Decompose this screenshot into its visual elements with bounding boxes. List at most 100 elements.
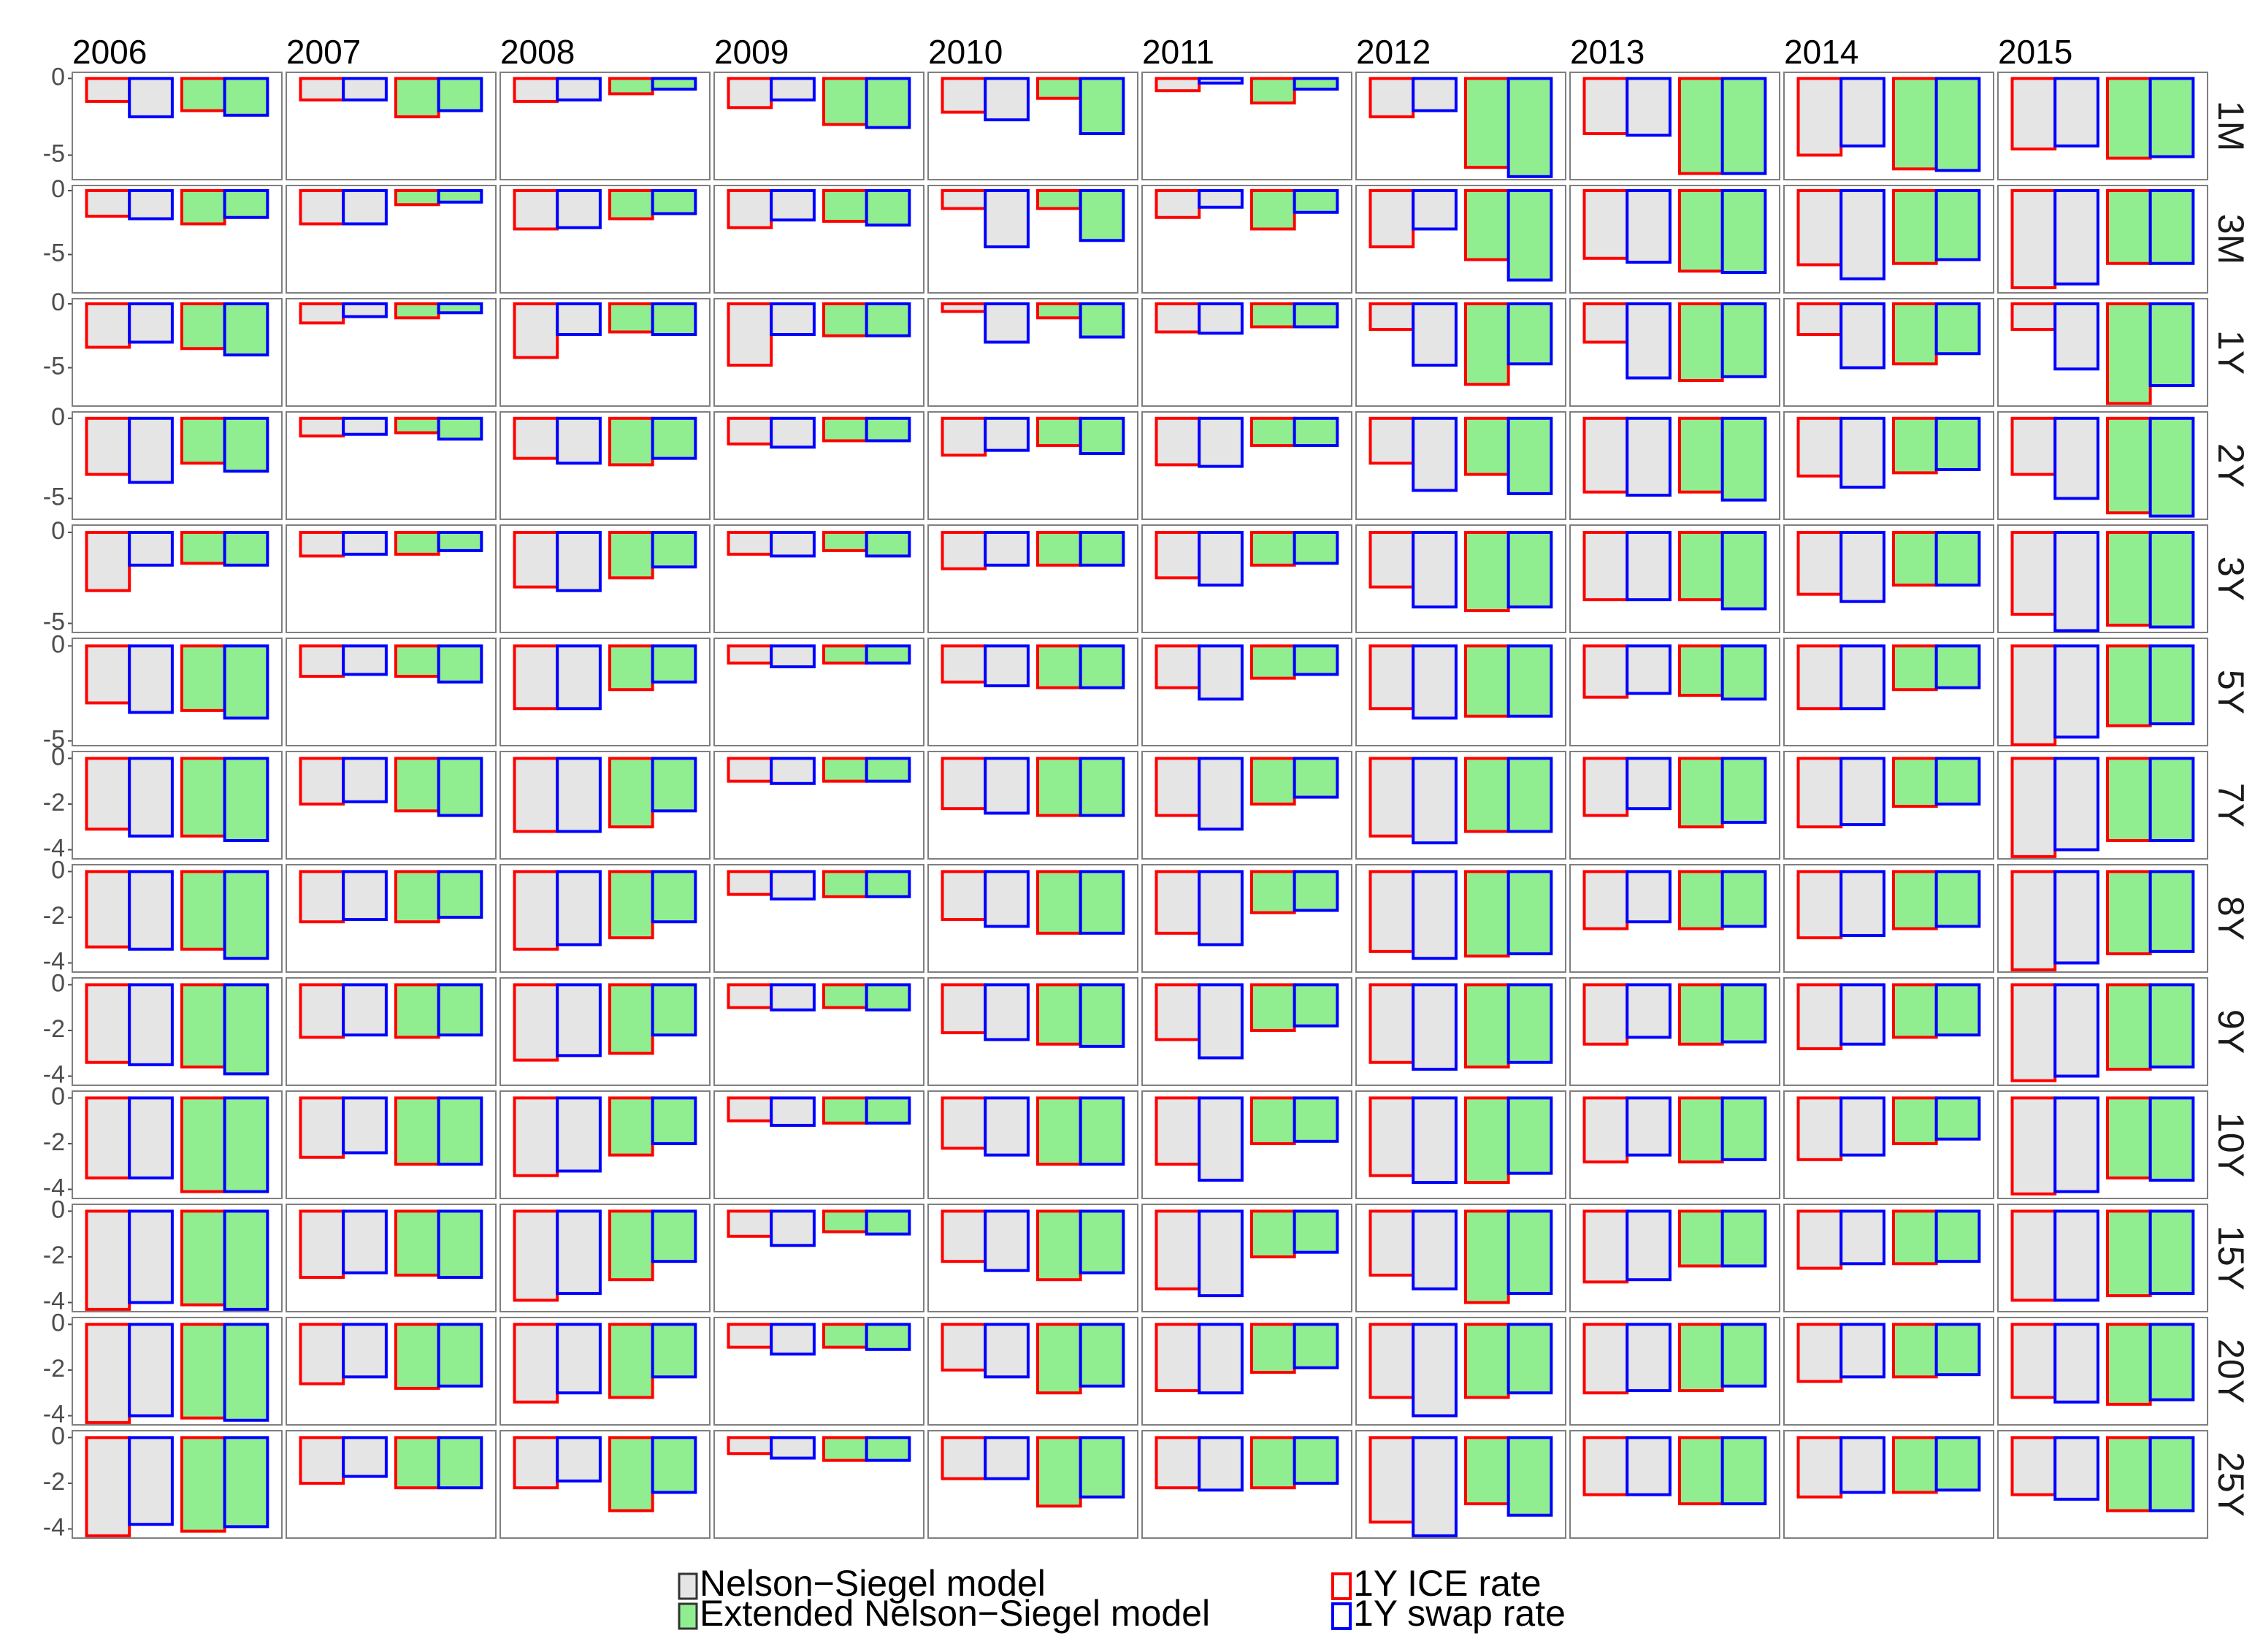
bar <box>941 1323 987 1372</box>
bar <box>1796 870 1843 940</box>
bar <box>727 77 773 110</box>
bar <box>1839 870 1885 937</box>
bar <box>2053 1436 2099 1501</box>
bar <box>85 870 131 949</box>
bar <box>1412 1096 1458 1185</box>
bar <box>1796 1096 1843 1161</box>
bar <box>1934 757 1981 806</box>
bar <box>1155 1436 1201 1490</box>
bar <box>342 644 388 676</box>
bar <box>1198 302 1244 335</box>
bar <box>1155 1096 1201 1166</box>
bar <box>941 416 987 457</box>
bar <box>2053 189 2099 286</box>
y-tick-label: 0 <box>51 1309 65 1336</box>
bar <box>984 1436 1030 1480</box>
bar <box>1198 1323 1244 1395</box>
bar <box>1249 644 1296 680</box>
bar <box>299 1209 345 1280</box>
bar <box>1293 1436 1339 1485</box>
bar <box>1839 530 1885 603</box>
bar <box>1198 1209 1244 1298</box>
bar <box>513 189 559 231</box>
bar <box>1582 302 1629 344</box>
bar <box>1035 77 1082 100</box>
bar <box>1463 302 1510 386</box>
bar <box>85 1096 131 1179</box>
bar <box>223 1323 269 1422</box>
y-tick-label: -5 <box>43 352 65 380</box>
bar <box>608 1209 654 1282</box>
bar <box>1368 189 1415 248</box>
bar <box>1626 1096 1672 1157</box>
bar <box>608 1096 654 1157</box>
bar <box>1677 416 1724 494</box>
bar <box>984 1096 1030 1157</box>
legend-key <box>678 1572 698 1600</box>
bar <box>1079 530 1125 567</box>
bar <box>865 1323 911 1351</box>
bar <box>1506 189 1553 282</box>
bar <box>437 77 483 112</box>
bar <box>437 189 483 204</box>
bar <box>1582 757 1629 817</box>
bar <box>1677 302 1724 382</box>
bar <box>1198 530 1244 587</box>
bar <box>1891 1436 1938 1494</box>
bar <box>865 77 911 129</box>
bar <box>342 757 388 803</box>
bar <box>1891 302 1938 366</box>
bar <box>1934 1096 1981 1141</box>
bar <box>770 416 816 449</box>
bar <box>299 77 345 102</box>
bar <box>85 530 131 592</box>
bar <box>1796 530 1843 596</box>
bar <box>1891 1209 1938 1266</box>
legend-key <box>1331 1602 1352 1630</box>
bar <box>1626 644 1672 695</box>
bar <box>2053 870 2099 965</box>
bar <box>1720 983 1767 1044</box>
row-label: 25Y <box>2210 1452 2251 1517</box>
bar <box>2148 1323 2195 1401</box>
bar <box>128 757 174 838</box>
bar <box>513 416 559 460</box>
legend-label: 1Y ICE rate <box>1353 1563 1542 1604</box>
bar <box>1368 1436 1415 1524</box>
bar <box>1293 644 1339 676</box>
y-tick-label: -5 <box>43 139 65 167</box>
bar <box>1839 1436 1885 1494</box>
bar <box>2105 1436 2152 1513</box>
bar <box>2010 416 2057 476</box>
bar <box>651 757 697 813</box>
bar <box>1839 1096 1885 1157</box>
bar <box>1582 77 1629 135</box>
bar <box>1293 1096 1339 1143</box>
bar <box>1720 416 1767 502</box>
bar <box>727 416 773 445</box>
bar <box>223 757 269 842</box>
bar <box>1412 1323 1458 1418</box>
legend-key <box>678 1602 698 1630</box>
bar <box>437 416 483 441</box>
bar <box>1934 189 1981 261</box>
bar <box>1463 530 1510 613</box>
bar <box>1412 1209 1458 1290</box>
bar <box>865 416 911 443</box>
bar <box>1506 1436 1553 1517</box>
bar <box>608 302 654 334</box>
column-label: 2013 <box>1570 33 1645 71</box>
row-label: 20Y <box>2210 1339 2251 1404</box>
bar <box>1934 1436 1981 1492</box>
bar <box>180 1323 226 1420</box>
bar <box>1249 189 1296 231</box>
bar <box>1463 189 1510 261</box>
bar <box>651 416 697 460</box>
column-label: 2008 <box>500 33 575 71</box>
bar <box>556 1209 602 1295</box>
y-tick-label: -2 <box>43 789 65 817</box>
bar <box>1035 189 1082 210</box>
bar <box>1198 983 1244 1060</box>
column-label: 2012 <box>1356 33 1431 71</box>
bar <box>2010 530 2057 616</box>
